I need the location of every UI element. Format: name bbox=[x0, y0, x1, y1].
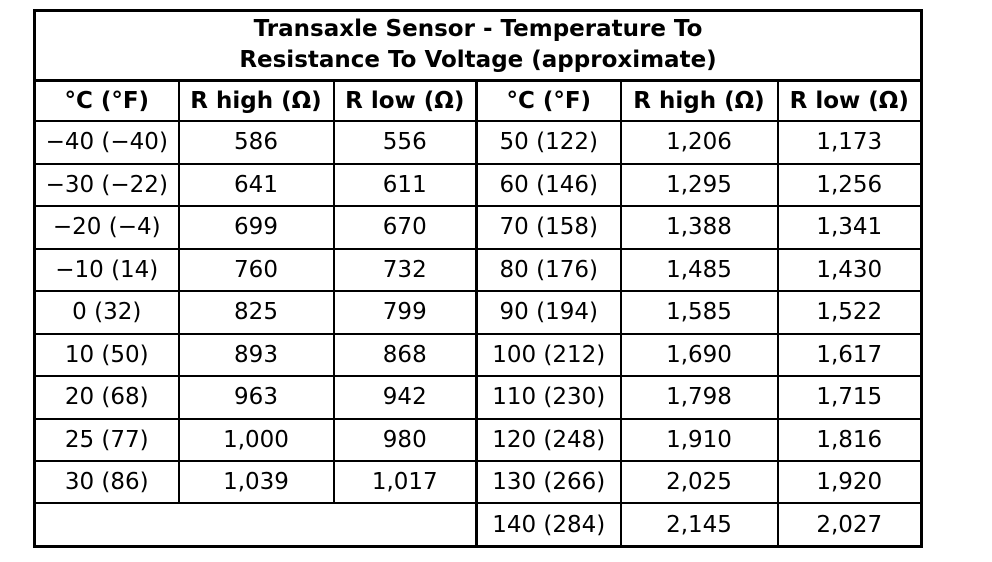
left-r-low-cell: 732 bbox=[332, 247, 478, 293]
table-row: 30 (86) 1,039 1,017 130 (266) 2,025 1,920 bbox=[33, 459, 923, 505]
left-r-low-cell: 942 bbox=[332, 375, 478, 420]
right-temp-cell: 90 (194) bbox=[475, 290, 622, 335]
right-r-low-cell: 1,173 bbox=[776, 120, 923, 165]
right-r-low-cell: 2,027 bbox=[776, 502, 923, 548]
table-row: −40 (−40) 586 556 50 (122) 1,206 1,173 bbox=[33, 120, 923, 165]
header-temp-left: °C (°F) bbox=[33, 79, 180, 123]
right-temp-cell: 100 (212) bbox=[475, 332, 622, 378]
left-temp-cell: 10 (50) bbox=[33, 332, 180, 378]
sensor-table: Transaxle Sensor - Temperature To Resist… bbox=[33, 9, 923, 548]
left-r-high-cell: 760 bbox=[177, 247, 335, 293]
table-title-line-2: Resistance To Voltage (approximate) bbox=[239, 47, 717, 74]
table-title: Transaxle Sensor - Temperature To Resist… bbox=[33, 9, 923, 82]
left-r-low-cell: 670 bbox=[332, 205, 478, 250]
header-r-high-left: R high (Ω) bbox=[177, 79, 335, 123]
left-r-low-cell: 1,017 bbox=[332, 459, 478, 505]
left-temp-cell: 30 (86) bbox=[33, 459, 180, 505]
right-r-high-cell: 1,206 bbox=[619, 120, 779, 165]
right-temp-cell: 70 (158) bbox=[475, 205, 622, 250]
right-temp-cell: 120 (248) bbox=[475, 417, 622, 462]
table-title-line-1: Transaxle Sensor - Temperature To bbox=[253, 16, 703, 43]
left-temp-cell: −20 (−4) bbox=[33, 205, 180, 250]
left-r-low-cell: 556 bbox=[332, 120, 478, 165]
table-row: 0 (32) 825 799 90 (194) 1,585 1,522 bbox=[33, 290, 923, 335]
left-temp-cell: −10 (14) bbox=[33, 247, 180, 293]
table-row: −10 (14) 760 732 80 (176) 1,485 1,430 bbox=[33, 247, 923, 293]
right-r-high-cell: 1,690 bbox=[619, 332, 779, 378]
left-r-high-cell: 963 bbox=[177, 375, 335, 420]
right-r-low-cell: 1,341 bbox=[776, 205, 923, 250]
right-r-high-cell: 1,585 bbox=[619, 290, 779, 335]
right-r-low-cell: 1,430 bbox=[776, 247, 923, 293]
left-temp-cell: −40 (−40) bbox=[33, 120, 180, 165]
right-r-high-cell: 2,025 bbox=[619, 459, 779, 505]
left-temp-cell: 25 (77) bbox=[33, 417, 180, 462]
left-temp-cell: 0 (32) bbox=[33, 290, 180, 335]
left-temp-cell: −30 (−22) bbox=[33, 162, 180, 208]
left-r-high-cell: 825 bbox=[177, 290, 335, 335]
table-row: −30 (−22) 641 611 60 (146) 1,295 1,256 bbox=[33, 162, 923, 208]
left-r-low-cell: 799 bbox=[332, 290, 478, 335]
left-r-low-cell: 980 bbox=[332, 417, 478, 462]
right-r-low-cell: 1,522 bbox=[776, 290, 923, 335]
header-r-high-right: R high (Ω) bbox=[619, 79, 779, 123]
table-row: −20 (−4) 699 670 70 (158) 1,388 1,341 bbox=[33, 205, 923, 250]
left-r-low-cell: 611 bbox=[332, 162, 478, 208]
right-temp-cell: 140 (284) bbox=[475, 502, 622, 548]
left-r-high-cell: 641 bbox=[177, 162, 335, 208]
right-r-low-cell: 1,256 bbox=[776, 162, 923, 208]
left-r-high-cell: 1,039 bbox=[177, 459, 335, 505]
header-r-low-right: R low (Ω) bbox=[776, 79, 923, 123]
left-r-high-cell: 893 bbox=[177, 332, 335, 378]
right-r-high-cell: 1,798 bbox=[619, 375, 779, 420]
right-r-high-cell: 1,295 bbox=[619, 162, 779, 208]
right-r-high-cell: 1,485 bbox=[619, 247, 779, 293]
right-r-high-cell: 2,145 bbox=[619, 502, 779, 548]
left-temp-cell: 20 (68) bbox=[33, 375, 180, 420]
table-row: 10 (50) 893 868 100 (212) 1,690 1,617 bbox=[33, 332, 923, 378]
right-r-low-cell: 1,715 bbox=[776, 375, 923, 420]
header-temp-right: °C (°F) bbox=[475, 79, 622, 123]
right-temp-cell: 110 (230) bbox=[475, 375, 622, 420]
right-r-low-cell: 1,920 bbox=[776, 459, 923, 505]
left-r-low-cell: 868 bbox=[332, 332, 478, 378]
table-row: 140 (284) 2,145 2,027 bbox=[33, 502, 923, 548]
header-row: °C (°F) R high (Ω) R low (Ω) °C (°F) R h… bbox=[33, 79, 923, 123]
right-temp-cell: 50 (122) bbox=[475, 120, 622, 165]
header-r-low-left: R low (Ω) bbox=[332, 79, 478, 123]
right-r-low-cell: 1,816 bbox=[776, 417, 923, 462]
right-r-low-cell: 1,617 bbox=[776, 332, 923, 378]
right-temp-cell: 60 (146) bbox=[475, 162, 622, 208]
left-r-high-cell: 699 bbox=[177, 205, 335, 250]
right-r-high-cell: 1,910 bbox=[619, 417, 779, 462]
empty-cell bbox=[33, 502, 478, 548]
table-row: 20 (68) 963 942 110 (230) 1,798 1,715 bbox=[33, 375, 923, 420]
title-row: Transaxle Sensor - Temperature To Resist… bbox=[33, 9, 923, 82]
right-temp-cell: 80 (176) bbox=[475, 247, 622, 293]
right-r-high-cell: 1,388 bbox=[619, 205, 779, 250]
left-r-high-cell: 1,000 bbox=[177, 417, 335, 462]
table-row: 25 (77) 1,000 980 120 (248) 1,910 1,816 bbox=[33, 417, 923, 462]
right-temp-cell: 130 (266) bbox=[475, 459, 622, 505]
left-r-high-cell: 586 bbox=[177, 120, 335, 165]
